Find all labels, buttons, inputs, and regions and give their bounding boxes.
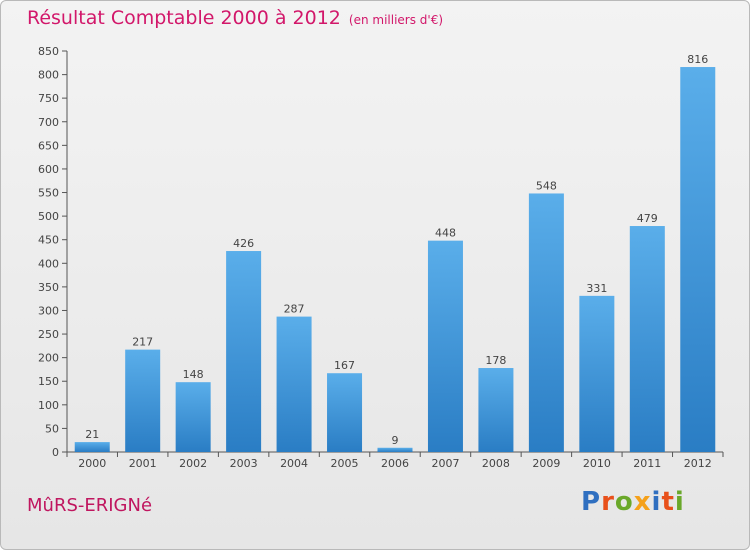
y-tick-label: 450 — [38, 234, 59, 247]
bar-2007 — [427, 240, 463, 452]
bar-value-label: 448 — [435, 227, 456, 240]
bar-value-label: 287 — [284, 303, 305, 316]
logo-letter: r — [601, 487, 615, 517]
y-tick-label: 150 — [38, 375, 59, 388]
y-tick-label: 350 — [38, 281, 59, 294]
y-tick-label: 750 — [38, 92, 59, 105]
x-tick-label: 2006 — [381, 457, 409, 470]
x-tick-label: 2011 — [633, 457, 661, 470]
y-tick-label: 0 — [52, 446, 59, 459]
y-tick-label: 850 — [38, 45, 59, 58]
y-tick-label: 400 — [38, 257, 59, 270]
x-tick-label: 2007 — [431, 457, 459, 470]
bar-value-label: 479 — [637, 212, 658, 225]
x-tick-label: 2000 — [78, 457, 106, 470]
x-tick-label: 2002 — [179, 457, 207, 470]
chart-title: Résultat Comptable 2000 à 2012 (en millie… — [27, 7, 443, 29]
x-tick-label: 2001 — [129, 457, 157, 470]
y-tick-label: 500 — [38, 210, 59, 223]
bar-value-label: 148 — [183, 368, 204, 381]
town-name: MûRS-ERIGNé — [27, 495, 153, 516]
bar-2009 — [528, 193, 564, 452]
x-tick-label: 2003 — [230, 457, 258, 470]
bar-value-label: 178 — [485, 354, 506, 367]
bar-2003 — [226, 251, 262, 452]
bar-value-label: 816 — [687, 53, 708, 66]
logo-letter: P — [581, 487, 602, 517]
bar-2005 — [327, 373, 363, 452]
bar-2000 — [74, 442, 110, 452]
y-tick-label: 200 — [38, 352, 59, 365]
y-tick-label: 600 — [38, 163, 59, 176]
y-tick-label: 250 — [38, 328, 59, 341]
x-tick-label: 2012 — [684, 457, 712, 470]
bar-2010 — [579, 295, 615, 452]
logo-letter: o — [614, 487, 634, 517]
logo-letter: i — [651, 487, 662, 517]
bar-2001 — [125, 349, 161, 452]
y-tick-label: 550 — [38, 187, 59, 200]
x-tick-label: 2009 — [532, 457, 560, 470]
y-tick-label: 300 — [38, 304, 59, 317]
bar-value-label: 548 — [536, 179, 557, 192]
logo-letter: t — [661, 487, 675, 517]
bar-value-label: 217 — [132, 336, 153, 349]
bars-group: 21 217 148 426 287 167 9 448 178 548 331 479 816 — [74, 53, 716, 452]
chart-title-text: Résultat Comptable 2000 à 2012 — [27, 7, 341, 29]
bar-2011 — [629, 226, 665, 452]
bar-2006 — [377, 447, 413, 452]
logo-letter: x — [633, 487, 652, 517]
proxiti-logo[interactable]: Proxiti — [581, 487, 685, 517]
logo-letter: i — [674, 487, 685, 517]
x-tick-label: 2010 — [583, 457, 611, 470]
y-tick-label: 700 — [38, 116, 59, 129]
bar-2002 — [175, 382, 211, 452]
y-axis-ticks: 0 50 100 150 200 250 300 350 400 450 500 550 600 650 7… — [38, 45, 67, 459]
y-tick-label: 800 — [38, 69, 59, 82]
bar-value-label: 331 — [586, 282, 607, 295]
y-tick-label: 650 — [38, 139, 59, 152]
y-tick-label: 50 — [45, 422, 59, 435]
x-tick-label: 2005 — [331, 457, 359, 470]
bar-2008 — [478, 368, 514, 452]
bar-2004 — [276, 316, 312, 452]
bar-value-label: 9 — [392, 434, 399, 447]
bar-value-label: 426 — [233, 237, 254, 250]
x-tick-label: 2004 — [280, 457, 308, 470]
y-tick-label: 100 — [38, 399, 59, 412]
x-axis-ticks: 2000 2001 2002 2003 2004 2005 2006 2007 2008 2009… — [66, 452, 724, 470]
bar-2012 — [680, 67, 716, 452]
x-tick-label: 2008 — [482, 457, 510, 470]
chart-subtitle: (en milliers d'€) — [348, 13, 444, 27]
bar-value-label: 21 — [85, 428, 99, 441]
bar-value-label: 167 — [334, 359, 355, 372]
